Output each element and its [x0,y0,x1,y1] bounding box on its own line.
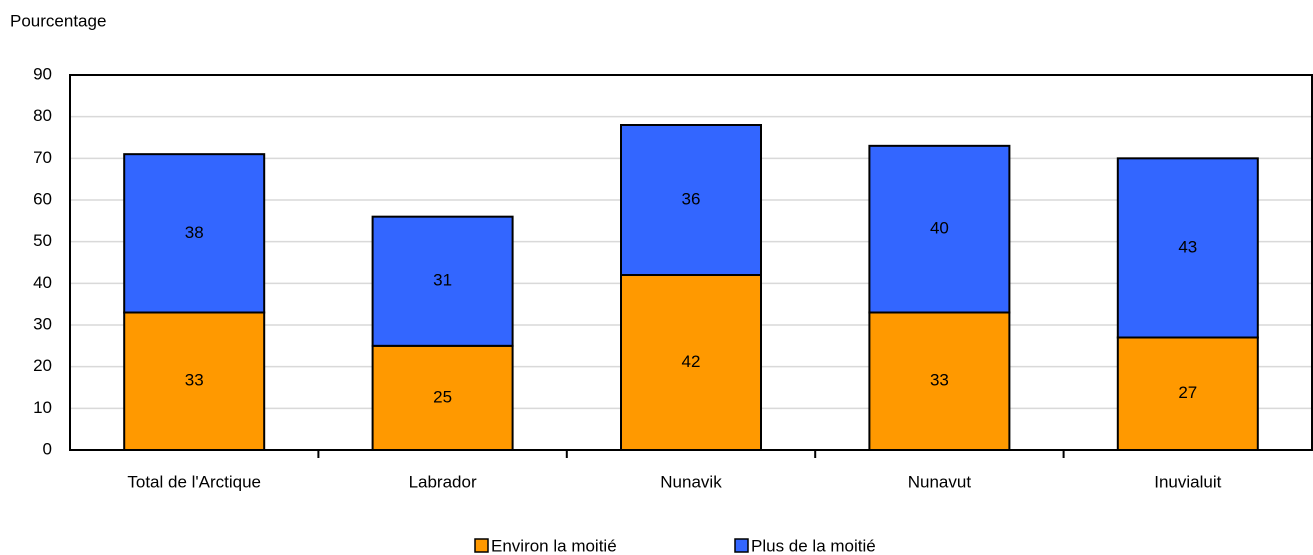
y-tick-label: 20 [33,356,52,375]
x-tick-label: Total de l'Arctique [127,472,261,491]
legend-label: Plus de la moitié [751,536,876,555]
bar-segment [620,124,762,276]
data-label: 40 [930,219,949,238]
y-tick-label: 80 [33,106,52,125]
bar-segment [868,144,1011,314]
y-tick-label: 0 [43,439,52,458]
y-tick-label: 50 [33,231,52,250]
data-label: 27 [1178,383,1197,402]
bar-segment [868,311,1011,451]
y-axis-label: Pourcentage [10,11,106,30]
data-label: 31 [433,271,452,290]
y-tick-label: 70 [33,148,52,167]
bar-segment [1116,336,1259,451]
y-tick-label: 30 [33,314,52,333]
x-tick-label: Nunavik [660,472,722,491]
x-tick-label: Nunavut [908,472,972,491]
legend-swatch [474,538,489,553]
y-tick-label: 10 [33,398,52,417]
data-label: 36 [682,189,701,208]
bar-segment [123,311,266,451]
x-tick-label: Inuvialuit [1154,472,1221,491]
y-tick-label: 90 [33,64,52,83]
bar-segment [123,153,266,314]
bar-segment [1116,157,1259,339]
legend-label: Environ la moitié [491,536,617,555]
data-label: 25 [433,387,452,406]
y-tick-label: 40 [33,273,52,292]
data-label: 42 [682,352,701,371]
data-label: 38 [185,223,204,242]
data-label: 33 [185,371,204,390]
data-label: 43 [1178,237,1197,256]
data-label: 33 [930,371,949,390]
y-tick-label: 60 [33,189,52,208]
x-tick-label: Labrador [409,472,477,491]
legend-swatch [734,538,749,553]
bar-segment [371,344,514,452]
bar-segment [371,215,514,347]
